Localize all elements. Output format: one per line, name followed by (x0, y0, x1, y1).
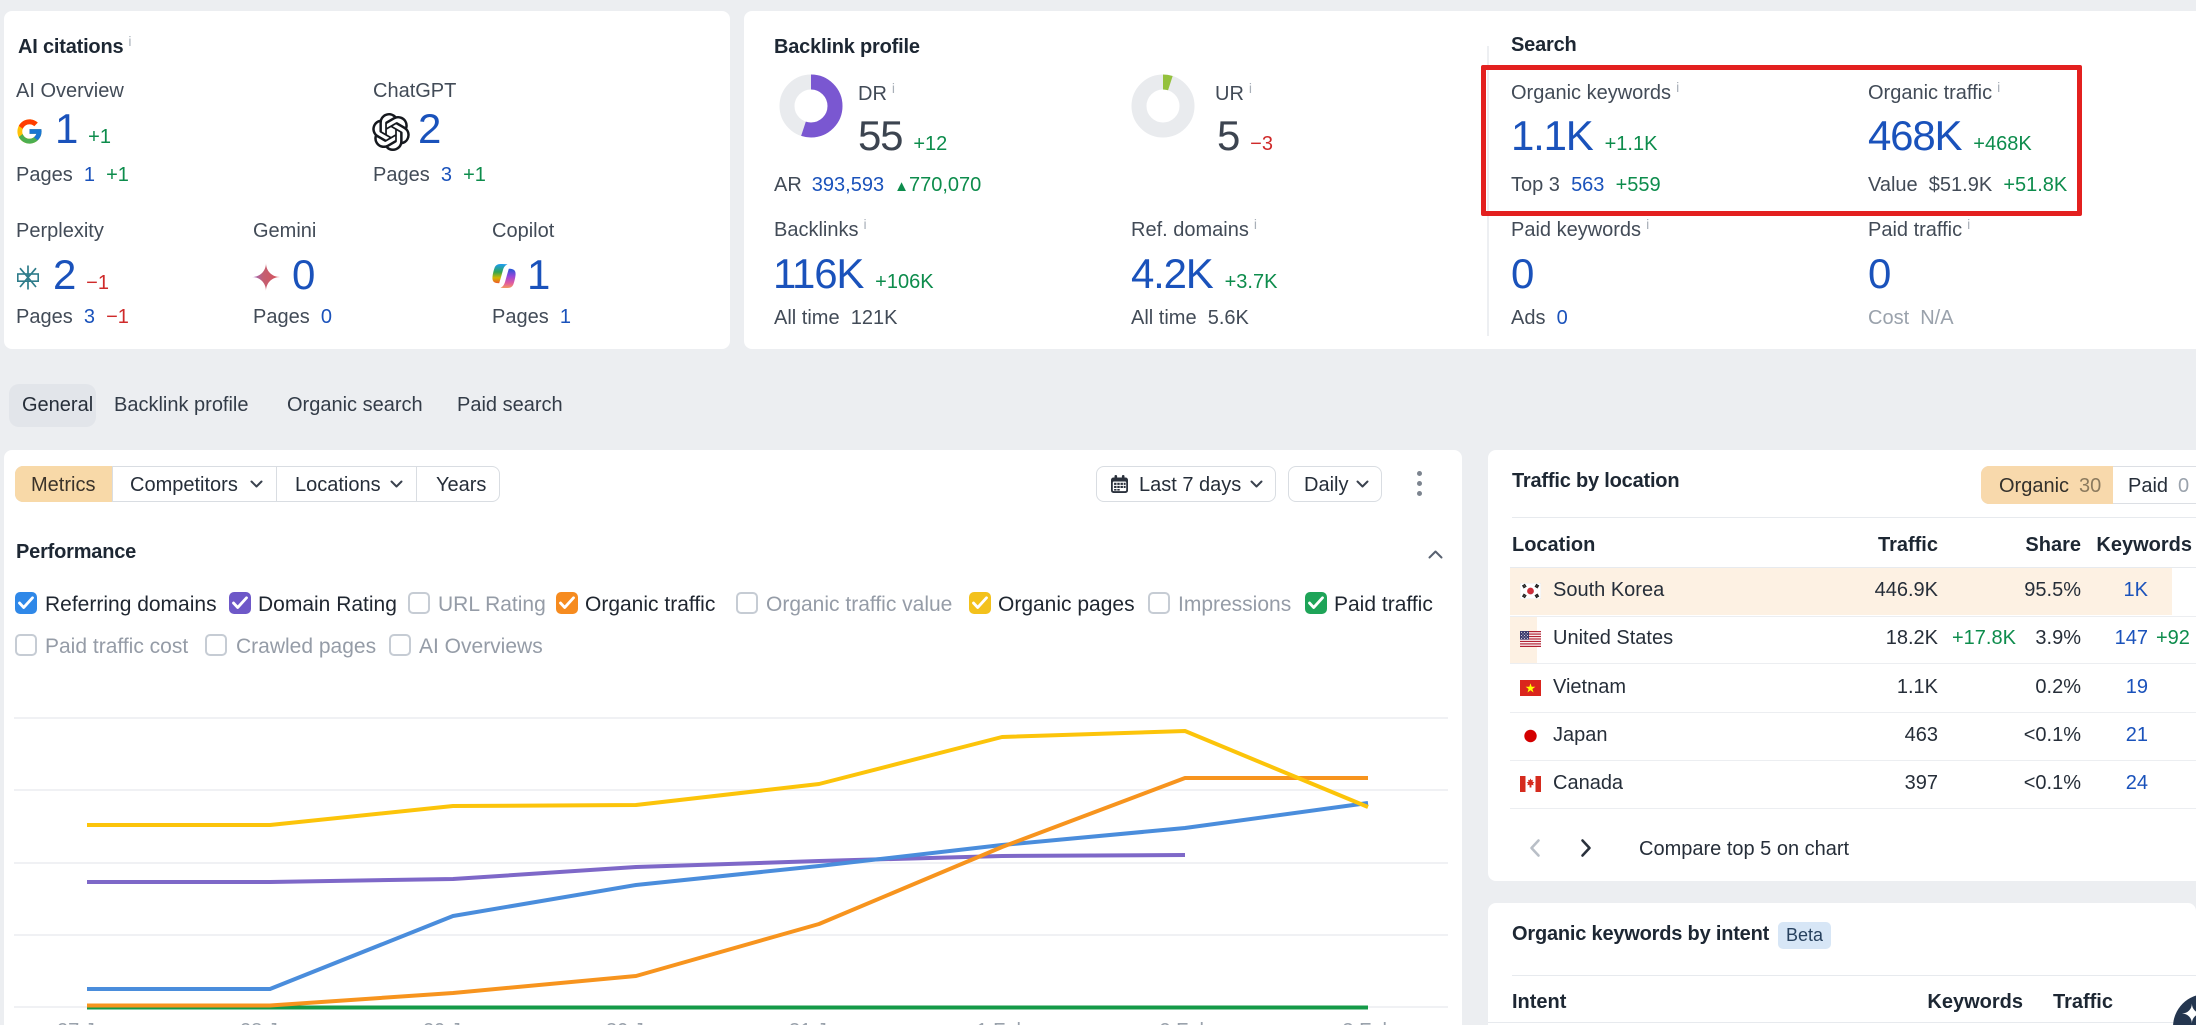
svg-text:1 Feb: 1 Feb (976, 1020, 1027, 1025)
svg-text:29 Jan: 29 Jan (423, 1020, 483, 1025)
svg-text:30 Jan: 30 Jan (606, 1020, 666, 1025)
svg-text:28 Jan: 28 Jan (240, 1020, 300, 1025)
svg-text:2 Feb: 2 Feb (1159, 1020, 1210, 1025)
svg-text:31 Jan: 31 Jan (789, 1020, 849, 1025)
svg-text:27 Jan: 27 Jan (57, 1020, 117, 1025)
svg-text:3 Feb: 3 Feb (1342, 1020, 1393, 1025)
